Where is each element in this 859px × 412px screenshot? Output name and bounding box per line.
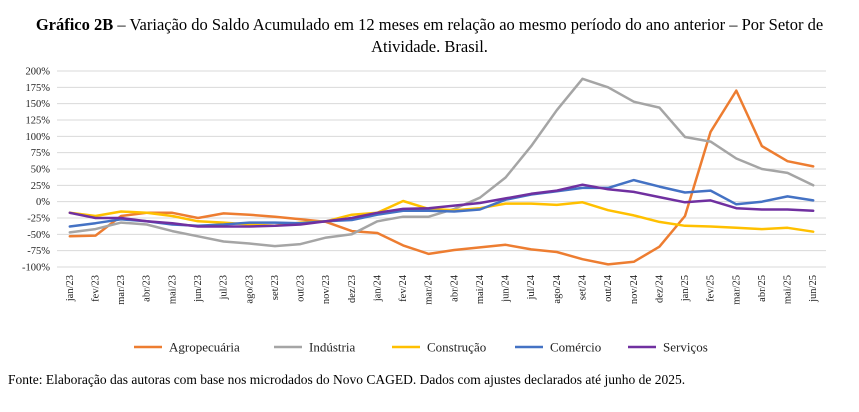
legend-label: Comércio <box>550 340 601 355</box>
x-tick-label: out/24 <box>603 274 614 302</box>
x-tick-label: ago/23 <box>244 275 255 304</box>
x-tick-label: fev/24 <box>398 274 409 302</box>
x-tick-label: abr/24 <box>449 274 460 302</box>
x-tick-label: jan/24 <box>372 274 383 302</box>
x-tick-label: abr/23 <box>142 275 153 302</box>
y-tick-label: 125% <box>26 116 51 127</box>
x-tick-label: mai/24 <box>475 274 486 304</box>
x-tick-label: mai/23 <box>167 275 178 304</box>
legend-label: Construção <box>427 340 486 355</box>
x-tick-label: out/23 <box>296 275 307 302</box>
x-tick-label: jul/24 <box>526 274 537 300</box>
y-tick-label: 75% <box>31 148 51 159</box>
series-line-industria <box>68 77 815 248</box>
x-axis-ticks: jan/23 fev/23 mar/23 abr/23 mai/23 jun/23 jul/… <box>65 274 819 304</box>
x-tick-label: ago/24 <box>552 274 563 303</box>
series-line-servicos <box>68 183 815 228</box>
legend-label: Indústria <box>309 340 355 355</box>
y-tick-label: -100% <box>22 263 50 274</box>
x-tick-label: jan/25 <box>680 275 691 302</box>
y-tick-label: 50% <box>31 165 51 176</box>
x-tick-label: abr/25 <box>757 275 768 302</box>
x-tick-label: mar/24 <box>424 274 435 304</box>
x-tick-label: mar/23 <box>116 275 127 305</box>
source-note: Fonte: Elaboração das autoras com base n… <box>8 372 686 387</box>
series-line-comercio <box>68 178 815 228</box>
y-tick-label: 175% <box>26 83 51 94</box>
y-tick-label: -25% <box>27 214 50 225</box>
y-tick-label: -50% <box>27 230 50 241</box>
legend: Agropecuária Indústria Construção Comércio S… <box>134 340 708 355</box>
y-tick-label: 25% <box>31 181 51 192</box>
chart-title: Gráfico 2B – Variação do Saldo Acumulado… <box>0 14 859 58</box>
y-tick-label: 150% <box>26 99 51 110</box>
x-tick-label: jun/25 <box>808 275 819 303</box>
y-tick-label: -75% <box>27 246 50 257</box>
x-tick-label: set/23 <box>270 275 281 300</box>
series-line-construcao <box>68 199 815 233</box>
legend-label: Agropecuária <box>169 340 240 355</box>
x-tick-label: jan/23 <box>65 275 76 302</box>
legend-label: Serviços <box>663 340 708 355</box>
x-tick-label: jun/23 <box>193 275 204 303</box>
y-tick-label: 100% <box>26 132 51 143</box>
y-tick-label: 0% <box>36 197 50 208</box>
y-tick-label: 200% <box>26 67 51 78</box>
x-tick-label: dez/23 <box>347 275 358 303</box>
x-tick-label: jul/23 <box>219 275 230 301</box>
x-tick-label: fev/25 <box>706 275 717 302</box>
x-tick-label: nov/24 <box>629 274 640 304</box>
x-tick-label: mai/25 <box>783 275 794 304</box>
chart-title-bold: Gráfico 2B <box>35 15 114 34</box>
x-tick-label: jun/24 <box>501 274 512 303</box>
chart-title-rest: – Variação do Saldo Acumulado em 12 mese… <box>113 15 824 56</box>
x-tick-label: nov/23 <box>321 275 332 304</box>
x-tick-label: mar/25 <box>731 275 742 305</box>
line-chart: 200% 175% 150% 125% 100% 75% 50% 25% 0% -25% -50% -… <box>22 67 826 355</box>
series-lines <box>68 77 815 266</box>
x-tick-label: fev/23 <box>90 275 101 302</box>
grid-lines <box>57 70 826 268</box>
y-axis-ticks: 200% 175% 150% 125% 100% 75% 50% 25% 0% -25% -50% -… <box>22 67 50 274</box>
x-tick-label: set/24 <box>577 274 588 300</box>
x-tick-label: dez/24 <box>654 274 665 303</box>
series-line-agropecuaria <box>68 89 815 266</box>
